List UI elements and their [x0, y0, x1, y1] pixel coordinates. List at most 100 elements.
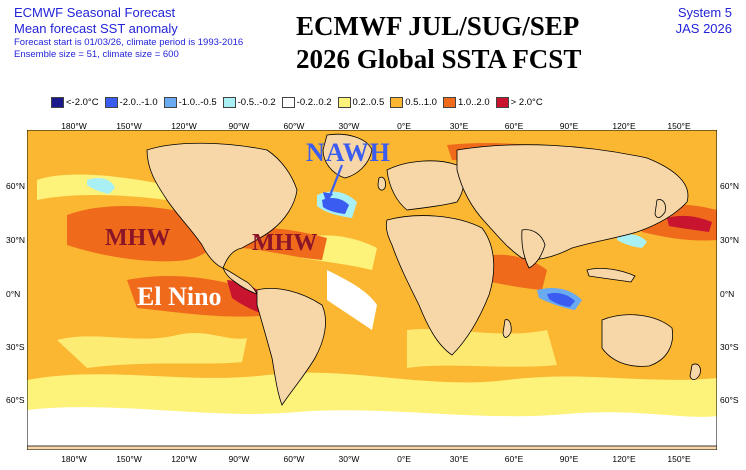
- legend-item: 0.2..0.5: [337, 95, 385, 109]
- header-info: ECMWF Seasonal Forecast Mean forecast SS…: [14, 5, 243, 61]
- longitude-label: 0°E: [397, 121, 411, 131]
- map-title-line-2: 2026 Global SSTA FCST: [296, 44, 582, 74]
- australia: [601, 314, 674, 367]
- longitude-label: 60°E: [504, 121, 524, 131]
- madagascar: [502, 319, 512, 338]
- header-line-1: ECMWF Seasonal Forecast: [14, 5, 176, 20]
- longitude-label: 30°E: [449, 121, 469, 131]
- legend-label: -2.0..-1.0: [119, 96, 158, 108]
- south-pacific-weak: [57, 333, 247, 368]
- british-isles: [377, 176, 386, 191]
- latitude-label: 60°N: [720, 181, 739, 191]
- new-zealand: [689, 363, 701, 380]
- europe: [386, 160, 465, 211]
- antarctica-edge: [27, 445, 717, 450]
- indian-ocean-south-weak: [407, 328, 557, 368]
- longitude-label: 60°W: [283, 454, 305, 464]
- map-title-line-1: ECMWF JUL/SUG/SEP: [296, 11, 580, 41]
- longitude-label: 0°E: [397, 454, 411, 464]
- indian-ocean-cold: [547, 292, 575, 307]
- legend-swatch: [442, 96, 456, 108]
- longitude-label: 120°E: [612, 121, 636, 131]
- southern-ocean-neutral: [27, 407, 717, 450]
- japan: [654, 199, 666, 218]
- header-line-4: Ensemble size = 51, climate size = 600: [14, 49, 179, 60]
- nawh-annotation: NAWH: [306, 138, 391, 167]
- longitude-label: 150°E: [667, 454, 691, 464]
- north-america: [146, 142, 298, 269]
- header-line-2: Mean forecast SST anomaly: [14, 21, 178, 36]
- longitude-label: 120°E: [612, 454, 636, 464]
- indonesia: [586, 268, 636, 283]
- nawh-arrow: [327, 164, 344, 199]
- legend-label: 1.0..2.0: [457, 96, 490, 108]
- nawh-cold-spot: [322, 197, 349, 214]
- latitude-label: 30°N: [6, 235, 25, 245]
- map-title: ECMWF JUL/SUG/SEP 2026 Global SSTA FCST: [296, 10, 581, 76]
- legend-item: 0.5..1.0: [390, 95, 437, 109]
- legend-swatch: [337, 96, 351, 108]
- period-label: JAS 2026: [675, 21, 732, 36]
- tropical-atlantic-neutral: [327, 270, 377, 330]
- latitude-label: 60°S: [720, 395, 739, 405]
- legend-item: 1.0..2.0: [442, 95, 490, 109]
- legend-item: -1.0..-0.5: [163, 95, 217, 109]
- legend-swatch: [163, 96, 177, 108]
- system-info: System 5 JAS 2026: [676, 5, 732, 37]
- latitude-label: 0°N: [720, 289, 735, 299]
- latitude-label: 30°N: [720, 235, 739, 245]
- legend-label: -0.2..0.2: [296, 96, 332, 108]
- latitude-label: 30°S: [6, 342, 25, 352]
- longitude-label: 90°E: [559, 454, 579, 464]
- longitude-label: 180°W: [61, 121, 87, 131]
- longitude-label: 120°W: [171, 121, 197, 131]
- longitude-label: 120°W: [171, 454, 197, 464]
- mhw-atlantic-annotation: MHW: [252, 230, 318, 256]
- legend-item: -2.0..-1.0: [104, 95, 158, 109]
- legend-swatch: [281, 96, 295, 108]
- el-nino-annotation: El Nino: [137, 282, 222, 311]
- longitude-label: 90°W: [228, 121, 250, 131]
- header-line-3: Forecast start is 01/03/26, climate peri…: [14, 37, 244, 48]
- legend-label: 0.5..1.0: [405, 96, 437, 108]
- latitude-label: 60°N: [6, 181, 25, 191]
- northwest-pacific-strong: [667, 215, 712, 232]
- longitude-label: 90°W: [228, 454, 250, 464]
- legend-swatch: [104, 96, 118, 108]
- gulf-of-alaska-cool: [87, 177, 115, 194]
- longitude-label: 30°W: [338, 454, 360, 464]
- legend-label: > 2.0°C: [510, 96, 543, 108]
- latitude-label: 0°N: [6, 289, 21, 299]
- legend-swatch: [222, 96, 236, 108]
- longitude-label: 90°E: [559, 121, 579, 131]
- legend-label: 0.2..0.5: [352, 96, 385, 108]
- land-masses: [27, 133, 717, 450]
- legend-item: -0.5..-0.2: [222, 95, 276, 109]
- longitude-label: 60°E: [504, 454, 524, 464]
- mhw-pacific-annotation: MHW: [105, 225, 171, 251]
- legend-item: > 2.0°C: [495, 95, 543, 109]
- legend-swatch: [390, 96, 404, 108]
- system-label: System 5: [677, 5, 732, 20]
- asia: [456, 144, 689, 260]
- sst-anomaly-map: [27, 130, 717, 450]
- longitude-label: 60°W: [283, 121, 305, 131]
- legend-label: -0.5..-0.2: [237, 96, 276, 108]
- greenland: [322, 133, 373, 179]
- longitude-label: 30°E: [449, 454, 469, 464]
- longitude-label: 180°W: [61, 454, 87, 464]
- legend-swatch: [51, 96, 64, 108]
- color-legend: <-2.0°C -2.0..-1.0 -1.0..-0.5 -0.5..-0.2 -0.…: [51, 95, 549, 109]
- nawh-arrowhead: [323, 192, 333, 202]
- india: [521, 229, 546, 269]
- africa: [385, 215, 495, 356]
- legend-swatch: [495, 96, 509, 108]
- legend-label: <-2.0°C: [66, 96, 99, 108]
- longitude-label: 150°E: [667, 121, 691, 131]
- latitude-label: 60°S: [6, 395, 25, 405]
- legend-label: -1.0..-0.5: [178, 96, 217, 108]
- legend-item: <-2.0°C: [51, 95, 99, 109]
- legend-item: -0.2..0.2: [281, 95, 332, 109]
- west-pacific-cool: [617, 233, 647, 248]
- longitude-label: 150°W: [116, 121, 142, 131]
